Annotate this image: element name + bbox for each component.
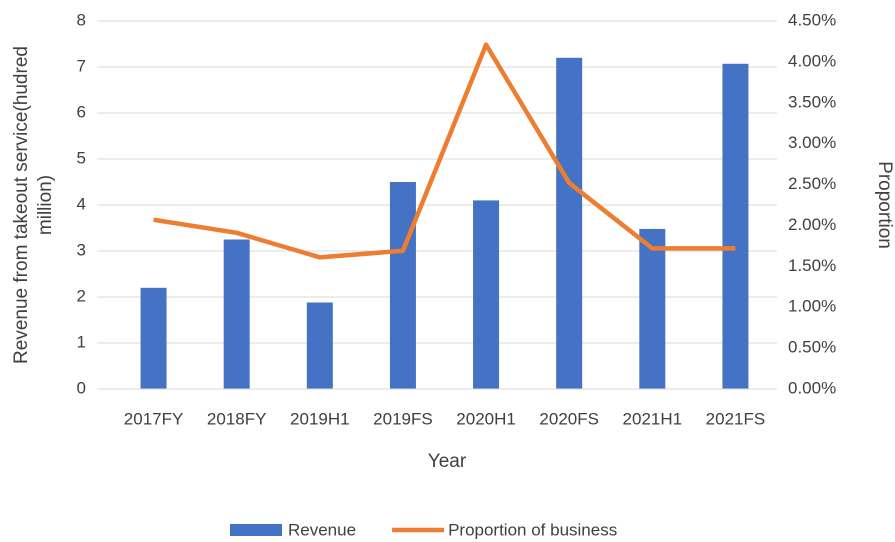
y-tick-label: 5: [77, 148, 86, 167]
x-axis-label: Year: [428, 451, 467, 472]
y2-tick-label: 2.50%: [788, 174, 836, 193]
x-tick-label: 2020FS: [539, 409, 599, 428]
y2-tick-label: 4.50%: [788, 10, 836, 29]
y2-tick-label: 1.00%: [788, 297, 836, 316]
y-tick-label: 8: [77, 10, 86, 29]
y-tick-label: 7: [77, 56, 86, 75]
x-tick-label: 2021H1: [623, 409, 683, 428]
y-tick-label: 2: [77, 286, 86, 305]
y2-tick-label: 0.50%: [788, 338, 836, 357]
y-tick-label: 0: [77, 378, 86, 397]
y-axis-label: million): [35, 175, 56, 235]
bar: [306, 302, 333, 389]
legend-label: Proportion of business: [448, 520, 617, 539]
y-tick-label: 3: [77, 240, 86, 259]
y2-tick-label: 3.50%: [788, 92, 836, 111]
x-tick-label: 2019FS: [373, 409, 433, 428]
bar: [639, 228, 666, 389]
y2-tick-label: 4.00%: [788, 51, 836, 70]
bar: [473, 200, 500, 389]
bar: [140, 287, 167, 389]
x-tick-label: 2020H1: [456, 409, 516, 428]
y2-tick-label: 3.00%: [788, 133, 836, 152]
x-tick-label: 2018FY: [207, 409, 267, 428]
legend-label: Revenue: [288, 520, 356, 539]
bar: [389, 182, 416, 389]
bar: [223, 239, 250, 389]
x-tick-label: 2019H1: [290, 409, 350, 428]
x-tick-label: 2021FS: [706, 409, 766, 428]
y2-tick-label: 2.00%: [788, 215, 836, 234]
y-tick-label: 4: [77, 194, 86, 213]
y2-tick-label: 0.00%: [788, 378, 836, 397]
y2-axis-label: Proportion: [874, 161, 895, 249]
y-tick-label: 6: [77, 102, 86, 121]
line: [153, 42, 736, 260]
bar: [556, 57, 583, 390]
y-tick-label: 1: [77, 332, 86, 351]
y-axis-label: Revenue from takeout service(hudred: [11, 46, 32, 364]
x-tick-label: 2017FY: [124, 409, 184, 428]
y2-tick-label: 1.50%: [788, 256, 836, 275]
legend-swatch: [230, 524, 282, 536]
bar: [722, 63, 749, 389]
